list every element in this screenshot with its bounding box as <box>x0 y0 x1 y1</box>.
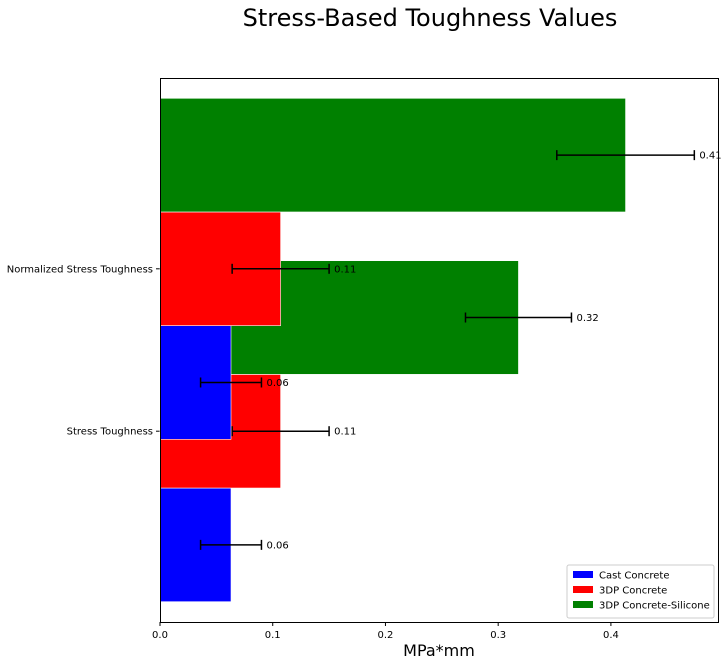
legend-label: 3DP Concrete <box>599 586 667 597</box>
y-tick-label: Normalized Stress Toughness <box>7 264 153 275</box>
data-label: 0.41 <box>699 151 721 162</box>
x-tick-label: 0.1 <box>265 630 281 641</box>
data-label: 0.11 <box>334 427 356 438</box>
data-label: 0.06 <box>266 540 288 551</box>
legend-label: Cast Concrete <box>599 571 669 582</box>
data-label: 0.06 <box>266 378 288 389</box>
data-label: 0.32 <box>576 313 598 324</box>
chart-title: Stress-Based Toughness Values <box>243 4 618 32</box>
legend-box <box>566 564 715 619</box>
plot-frame <box>160 78 719 623</box>
x-tick-label: 0.0 <box>152 630 168 641</box>
legend-swatch <box>573 586 593 593</box>
x-tick-label: 0.3 <box>490 630 506 641</box>
legend-swatch <box>573 601 593 608</box>
legend: Cast Concrete 3DP Concrete 3DP Concrete-Si… <box>566 564 715 619</box>
plot-layer: 0.0 0.1 0.2 0.3 0.4 Stress Toughness 0.06 0.11 0… <box>7 97 722 641</box>
x-axis-label: MPa*mm <box>403 641 475 660</box>
x-tick-label: 0.2 <box>378 630 394 641</box>
x-tick-label: 0.4 <box>603 630 619 641</box>
bar <box>159 97 626 213</box>
legend-swatch <box>573 571 593 578</box>
data-label: 0.11 <box>334 264 356 275</box>
y-tick-label: Stress Toughness <box>67 427 153 438</box>
legend-label: 3DP Concrete-Silicone <box>599 601 710 612</box>
